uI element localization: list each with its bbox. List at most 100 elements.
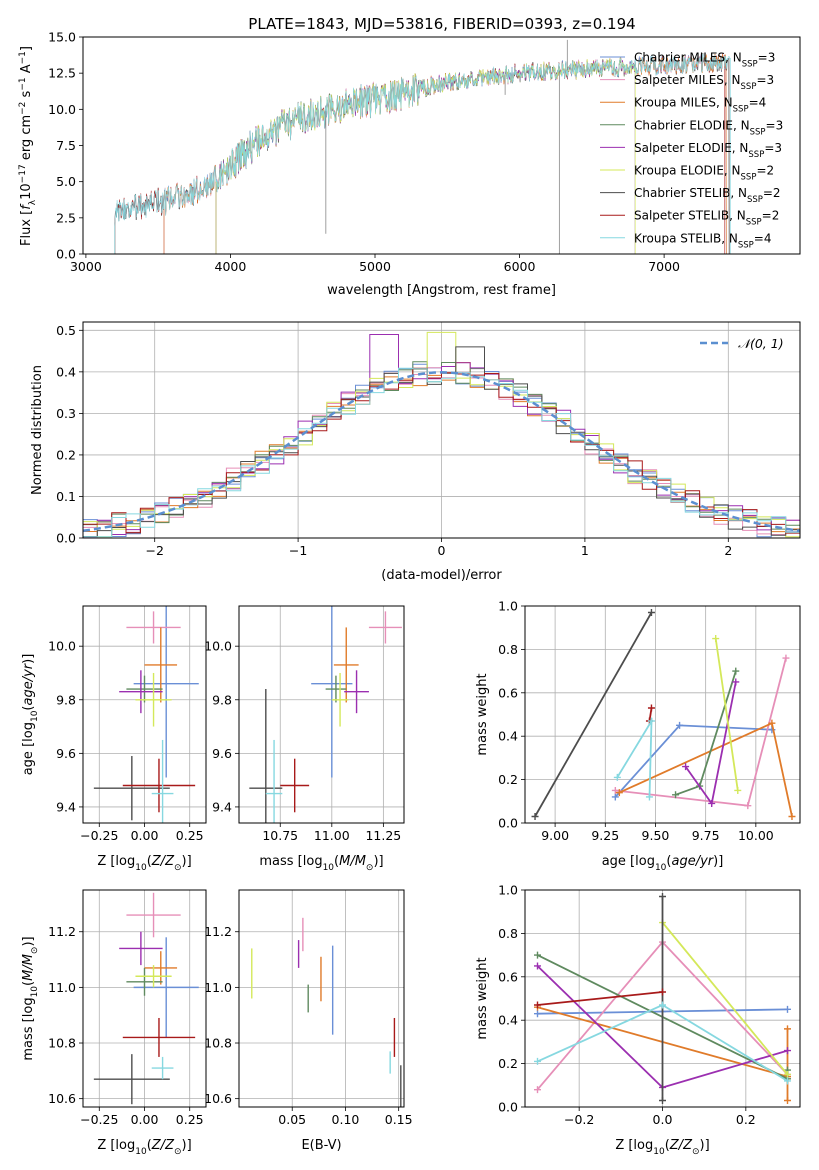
legend-label-sub: SSP — [733, 105, 749, 115]
series-line — [537, 991, 663, 1006]
legend-label-sub: SSP — [738, 240, 754, 250]
y-tick-label: 10.8 — [204, 1036, 232, 1051]
x-tick-label: 6000 — [504, 259, 536, 274]
plus-marker — [534, 951, 541, 959]
y-tick-label: 0.1 — [56, 489, 76, 504]
plus-marker — [615, 789, 623, 797]
spectrum-line — [215, 57, 636, 254]
x-tick-label: 0.00 — [131, 828, 159, 843]
y-tick-label: 0.3 — [56, 406, 76, 421]
label-part: 10 — [653, 1147, 665, 1157]
x-tick-label: 0.25 — [176, 828, 204, 843]
plus-marker — [712, 635, 720, 643]
label-part: 10 — [323, 863, 335, 873]
legend-label-sub: SSP — [741, 173, 757, 183]
plus-marker — [659, 1001, 666, 1009]
y-tick-label: 0.0 — [56, 531, 76, 546]
y-axis-label: mass [log10(M/M⊙)] — [21, 936, 40, 1060]
plus-marker — [784, 1096, 791, 1104]
x-axis-label: Z [log10(Z/Z⊙)] — [97, 1138, 191, 1157]
legend-label: Salpeter ELODIE, NSSP=3 — [634, 141, 782, 160]
y-tick-label: 0.4 — [56, 364, 76, 379]
label-part: Z/Z — [151, 1138, 175, 1153]
label-part: 10 — [135, 863, 147, 873]
x-tick-label: −0.25 — [80, 1112, 118, 1127]
x-tick-label: 0.0 — [653, 1112, 673, 1127]
label-part: age [log — [21, 722, 36, 775]
label-part: ⊙ — [366, 863, 374, 873]
label-part: ( — [665, 1138, 670, 1153]
y-tick-label: 1.0 — [498, 883, 518, 898]
axes-5: −0.25 0.00 0.25 10.6 10.8 11.0 11.2 — [48, 890, 206, 1127]
legend-label-sub: SSP — [748, 150, 764, 160]
axes-frame — [82, 36, 801, 255]
plus-marker — [659, 1096, 666, 1104]
plus-marker — [708, 799, 716, 807]
label-part: )] — [373, 854, 383, 869]
axes-frame — [524, 605, 801, 824]
y-tick-label: 10.6 — [48, 1091, 76, 1106]
label-part: M/M — [339, 854, 366, 869]
axes-frame — [238, 605, 405, 824]
label-part: ( — [147, 1138, 152, 1153]
label-part: )] — [713, 854, 723, 869]
plus-marker — [531, 812, 539, 820]
legend-label-sub: SSP — [741, 82, 757, 92]
x-tick-label: 0.15 — [385, 1112, 413, 1127]
legend-label-text: Kroupa ELODIE, N — [634, 164, 741, 178]
plus-marker — [647, 704, 655, 712]
y-tick-label: 0.8 — [498, 642, 518, 657]
label-part: Z [log — [615, 1138, 653, 1153]
x-tick-label: −0.25 — [80, 828, 118, 843]
error-bars — [249, 606, 402, 823]
x-tick-label: 1 — [581, 543, 589, 558]
x-tick-label: 0.25 — [176, 1112, 204, 1127]
axes-0: 3000 4000 5000 6000 7000 0.0 2.5 5.0 7.5 10.0 12.5… — [48, 30, 680, 275]
axes-frame — [238, 889, 405, 1108]
label-part: −1 — [18, 51, 28, 64]
legend-label: Salpeter STELIB, NSSP=2 — [634, 209, 779, 228]
label-part: A — [19, 64, 34, 77]
legend-label: Chabrier STELIB, NSSP=2 — [634, 186, 781, 205]
label-part: )] — [21, 936, 36, 946]
histogram-step — [83, 367, 800, 538]
legend-label: Kroupa STELIB, NSSP=4 — [634, 231, 772, 250]
y-tick-label: 1.0 — [498, 599, 518, 614]
x-tick-label: 11.25 — [365, 828, 401, 843]
x-axis-label: wavelength [Angstrom, rest frame] — [327, 283, 556, 298]
label-part: f — [19, 203, 34, 210]
y-tick-label: 0.0 — [498, 1100, 518, 1115]
normal-curve — [83, 371, 800, 532]
legend-label: Kroupa MILES, NSSP=4 — [634, 96, 766, 115]
y-tick-label: 0.2 — [498, 1056, 518, 1071]
y-tick-label: 10.0 — [48, 102, 76, 117]
y-tick-label: 2.5 — [56, 210, 76, 225]
y-tick-label: 5.0 — [56, 174, 76, 189]
legend-label: Kroupa ELODIE, NSSP=2 — [634, 164, 774, 183]
legend-label-sub: SSP — [746, 218, 762, 228]
mass-weight-lines — [531, 609, 796, 820]
x-axis-label: mass [log10(M/M⊙)] — [259, 854, 383, 873]
x-tick-label: 3000 — [70, 259, 102, 274]
plus-marker — [784, 1005, 791, 1013]
y-tick-label: 10.0 — [204, 639, 232, 654]
y-tick-label: 0.6 — [498, 969, 518, 984]
x-axis-label: Z [log10(Z/Z⊙)] — [615, 1138, 709, 1157]
legend-label-text: Kroupa MILES, N — [634, 96, 733, 110]
y-axis-label: age [log10(age/yr)] — [21, 654, 40, 776]
label-part: −2 — [18, 102, 28, 115]
plus-marker — [784, 1025, 791, 1033]
y-tick-label: 10.0 — [48, 639, 76, 654]
plus-marker — [768, 719, 776, 727]
label-part: −17 — [18, 164, 28, 183]
plus-marker — [782, 654, 790, 662]
label-part: 10 — [655, 863, 667, 873]
plus-marker — [534, 1057, 541, 1065]
plus-marker — [659, 893, 666, 901]
plot-area: 3000 4000 5000 6000 70000.02.55.07.510.012.5… — [18, 30, 801, 1157]
x-tick-label: 0 — [438, 543, 446, 558]
histogram-step — [83, 346, 800, 537]
error-bars — [251, 917, 402, 1107]
x-tick-label: −2 — [145, 543, 163, 558]
y-tick-label: 9.8 — [56, 692, 76, 707]
